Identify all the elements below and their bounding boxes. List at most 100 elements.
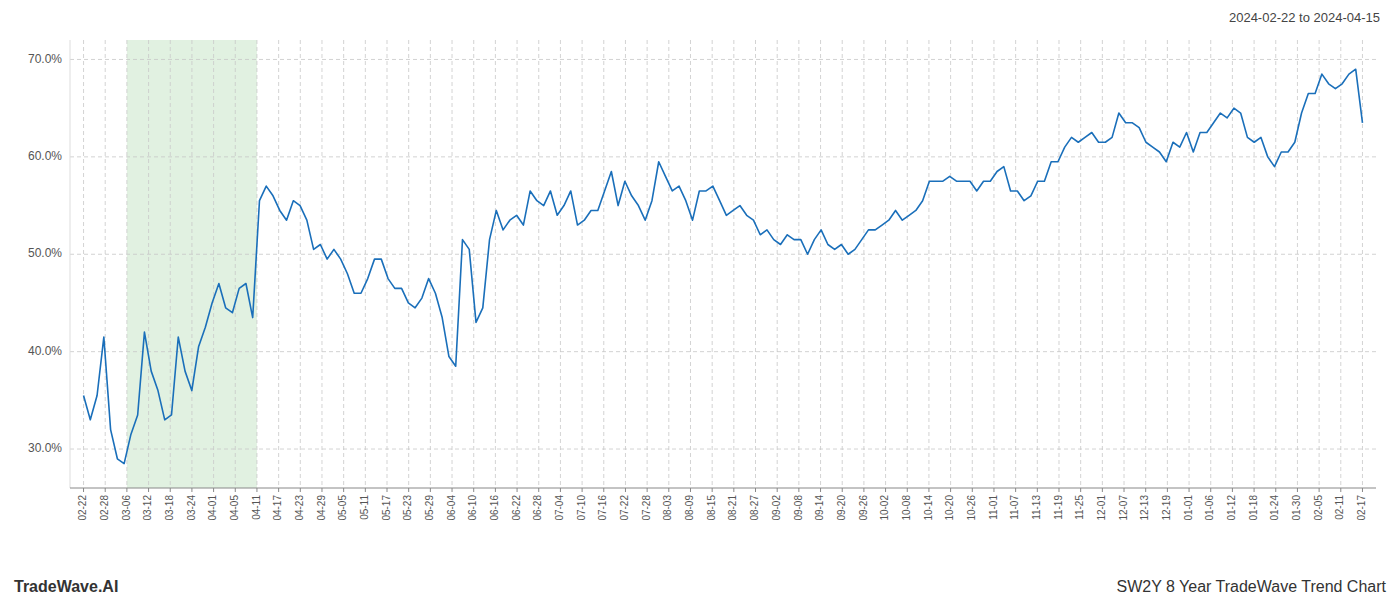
x-tick: [1124, 488, 1125, 492]
grid-line: [1362, 40, 1363, 488]
x-tick: [1145, 488, 1146, 492]
x-tick-label: 06-22: [511, 495, 522, 521]
grid-line: [972, 40, 973, 488]
grid-line: [1275, 40, 1276, 488]
x-tick: [1254, 488, 1255, 492]
x-tick: [538, 488, 539, 492]
x-tick-label: 03-18: [164, 495, 175, 521]
grid-line: [885, 40, 886, 488]
x-tick-label: 01-06: [1204, 495, 1215, 521]
x-tick: [582, 488, 583, 492]
grid: [70, 40, 1376, 488]
grid-line: [928, 40, 929, 488]
grid-line: [105, 40, 106, 488]
grid-line: [1145, 40, 1146, 488]
x-tick-label: 08-27: [749, 495, 760, 521]
x-tick-label: 01-01: [1183, 495, 1194, 521]
grid-line: [1189, 40, 1190, 488]
x-tick-label: 06-04: [446, 495, 457, 521]
grid-line: [1254, 40, 1255, 488]
x-tick-label: 07-16: [597, 495, 608, 521]
x-tick-label: 10-02: [879, 495, 890, 521]
grid-line: [1210, 40, 1211, 488]
x-tick: [1080, 488, 1081, 492]
grid-line: [820, 40, 821, 488]
grid-line: [1232, 40, 1233, 488]
x-axis: 02-2202-2803-0603-1203-1803-2404-0104-05…: [70, 488, 1376, 521]
grid-line: [235, 40, 236, 488]
x-tick: [950, 488, 951, 492]
x-tick-label: 09-26: [858, 495, 869, 521]
grid-line: [950, 40, 951, 488]
grid-line: [83, 40, 84, 488]
x-tick: [863, 488, 864, 492]
x-tick-label: 07-22: [619, 495, 630, 521]
grid-line: [690, 40, 691, 488]
x-tick: [148, 488, 149, 492]
x-tick: [1232, 488, 1233, 492]
x-tick: [430, 488, 431, 492]
x-tick: [1058, 488, 1059, 492]
grid-line: [1015, 40, 1016, 488]
grid-line: [1037, 40, 1038, 488]
x-tick-label: 03-24: [186, 495, 197, 521]
grid-line: [582, 40, 583, 488]
x-tick-label: 03-06: [121, 495, 132, 521]
grid-line: [863, 40, 864, 488]
x-tick: [972, 488, 973, 492]
x-tick-label: 09-14: [814, 495, 825, 521]
x-tick-label: 10-20: [944, 495, 955, 521]
x-tick-label: 02-05: [1313, 495, 1324, 521]
y-axis-line: [70, 40, 71, 488]
grid-line: [1102, 40, 1103, 488]
grid-line: [148, 40, 149, 488]
x-tick: [365, 488, 366, 492]
footer-right: SW2Y 8 Year TradeWave Trend Chart: [1117, 578, 1387, 595]
x-tick-label: 04-05: [229, 495, 240, 521]
x-tick-label: 05-29: [424, 495, 435, 521]
x-tick-label: 02-22: [77, 495, 88, 521]
x-tick-label: 02-11: [1334, 495, 1345, 520]
x-tick-label: 07-28: [641, 495, 652, 521]
y-tick-label: 40.0%: [28, 344, 62, 358]
x-tick-label: 08-15: [706, 495, 717, 521]
x-tick: [907, 488, 908, 492]
x-tick: [625, 488, 626, 492]
x-tick-label: 11-07: [1009, 495, 1020, 520]
x-tick-label: 11-19: [1053, 495, 1064, 520]
x-tick: [755, 488, 756, 492]
x-tick-label: 12-01: [1096, 495, 1107, 521]
x-tick: [452, 488, 453, 492]
x-tick: [170, 488, 171, 492]
x-tick: [798, 488, 799, 492]
grid-line: [798, 40, 799, 488]
title: 2024-02-22 to 2024-04-15: [1229, 10, 1380, 25]
x-tick: [1210, 488, 1211, 492]
x-tick-label: 01-24: [1269, 495, 1280, 521]
grid-line: [1058, 40, 1059, 488]
y-tick-label: 60.0%: [28, 149, 62, 163]
shaded-region: [127, 40, 257, 488]
x-tick-label: 11-25: [1074, 495, 1085, 520]
grid-line: [70, 59, 1376, 60]
x-tick: [1319, 488, 1320, 492]
x-tick: [1297, 488, 1298, 492]
x-tick-label: 08-03: [662, 495, 673, 521]
x-tick: [1340, 488, 1341, 492]
y-tick-label: 30.0%: [28, 441, 62, 455]
x-tick-label: 12-07: [1118, 495, 1129, 521]
x-tick-label: 12-19: [1161, 495, 1172, 521]
x-tick-label: 04-11: [251, 495, 262, 520]
grid-line: [668, 40, 669, 488]
x-tick-label: 04-23: [294, 495, 305, 521]
grid-line: [1297, 40, 1298, 488]
grid-line: [70, 156, 1376, 157]
x-tick-label: 05-11: [359, 495, 370, 520]
x-tick: [126, 488, 127, 492]
x-tick: [820, 488, 821, 492]
grid-line: [1319, 40, 1320, 488]
x-tick-label: 06-28: [532, 495, 543, 521]
x-tick-label: 09-08: [793, 495, 804, 521]
x-tick: [105, 488, 106, 492]
x-tick: [647, 488, 648, 492]
